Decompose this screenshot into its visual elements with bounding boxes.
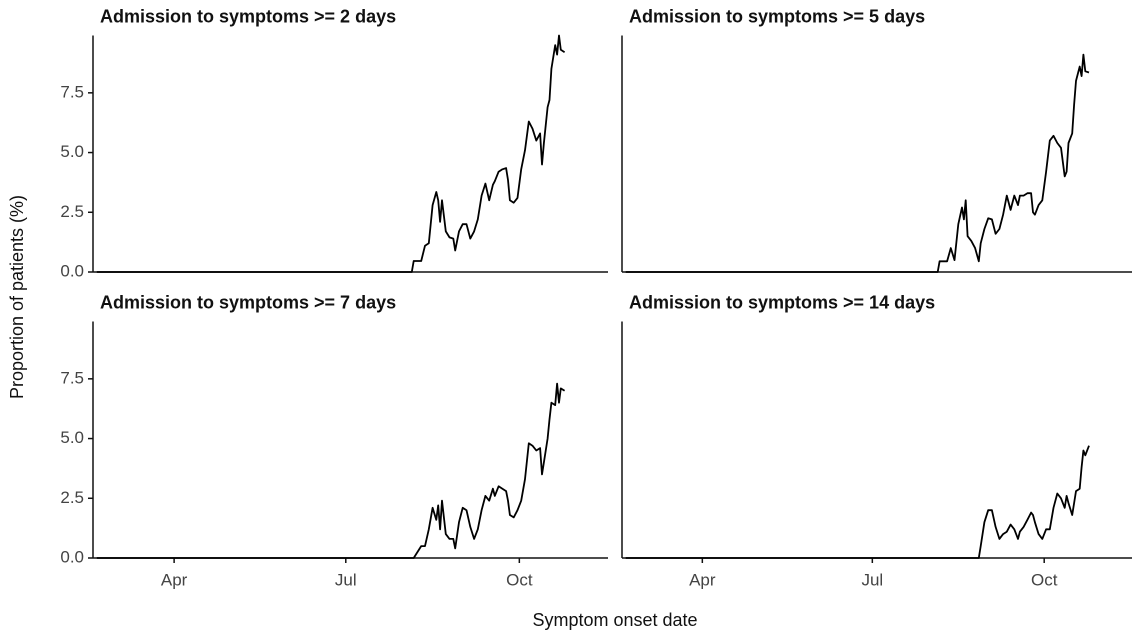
data-line <box>625 445 1090 559</box>
x-tick-label: Oct <box>506 570 533 589</box>
y-tick-label: 0.0 <box>60 547 84 566</box>
y-tick-label: 7.5 <box>60 368 84 387</box>
y-tick-label: 2.5 <box>60 488 84 507</box>
data-line <box>96 34 566 273</box>
x-tick-label: Oct <box>1031 570 1058 589</box>
panel-title: Admission to symptoms >= 2 days <box>100 6 396 26</box>
y-tick-label: 7.5 <box>60 82 84 101</box>
x-tick-label: Jul <box>335 570 357 589</box>
x-tick-label: Jul <box>861 570 883 589</box>
data-line <box>625 53 1090 273</box>
x-axis-label: Symptom onset date <box>532 610 697 630</box>
x-tick-label: Apr <box>689 570 716 589</box>
data-line <box>96 382 566 559</box>
y-tick-label: 5.0 <box>60 428 84 447</box>
panel-title: Admission to symptoms >= 7 days <box>100 292 396 312</box>
y-tick-label: 0.0 <box>60 261 84 280</box>
y-axis-label: Proportion of patients (%) <box>7 195 27 399</box>
panel-title: Admission to symptoms >= 14 days <box>629 292 935 312</box>
y-tick-label: 2.5 <box>60 202 84 221</box>
panel-title: Admission to symptoms >= 5 days <box>629 6 925 26</box>
y-tick-label: 5.0 <box>60 142 84 161</box>
x-tick-label: Apr <box>161 570 188 589</box>
